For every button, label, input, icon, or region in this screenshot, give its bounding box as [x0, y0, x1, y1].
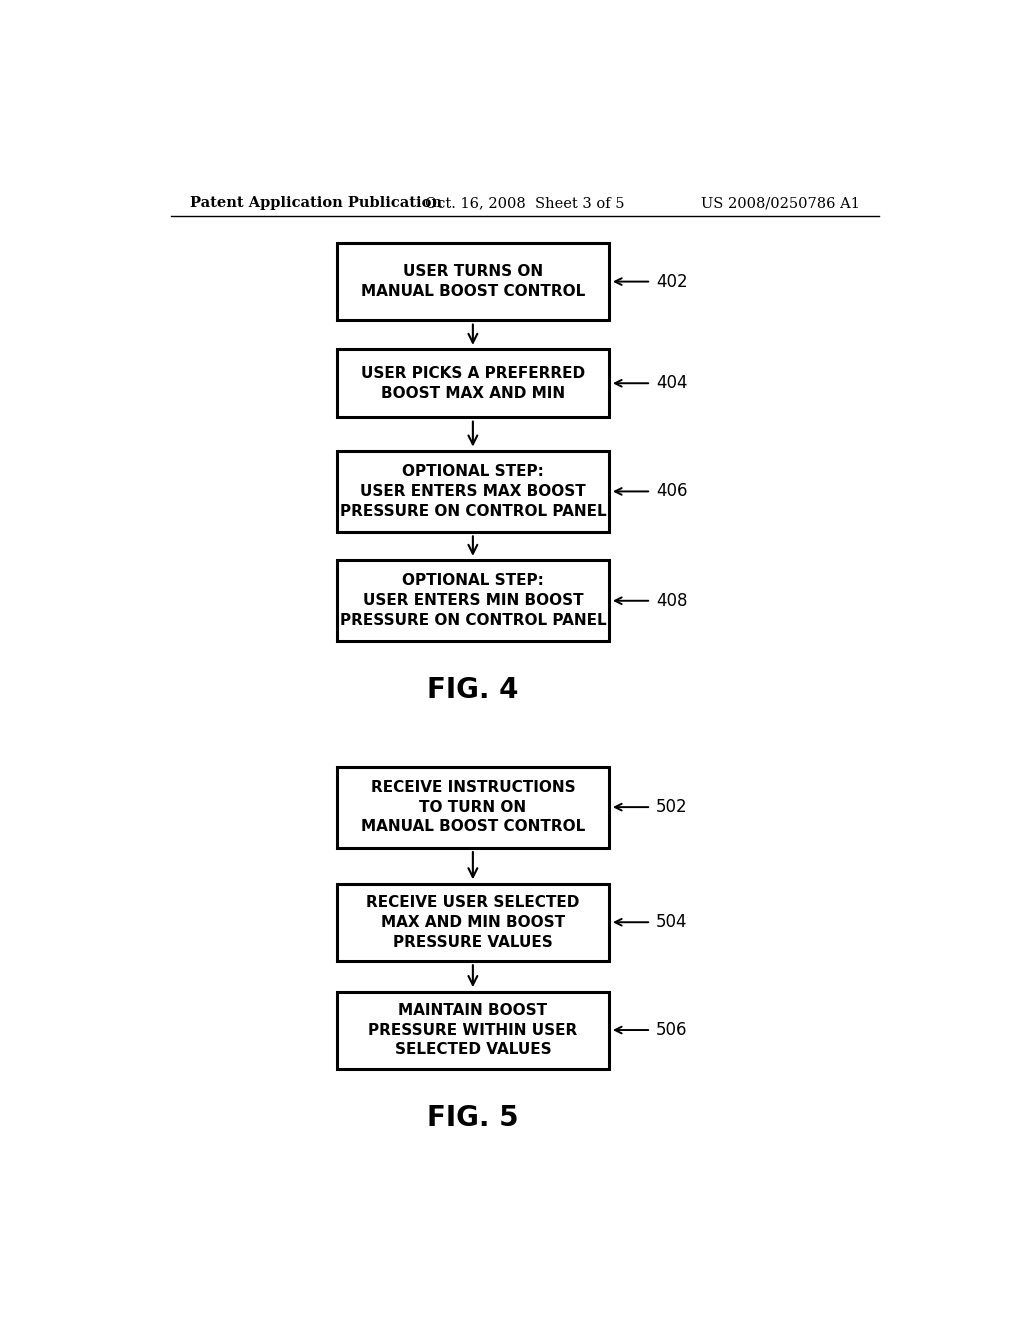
Text: Oct. 16, 2008  Sheet 3 of 5: Oct. 16, 2008 Sheet 3 of 5 [425, 197, 625, 210]
Bar [337, 350, 608, 417]
Bar [337, 560, 608, 642]
Text: Patent Application Publication: Patent Application Publication [190, 197, 442, 210]
Text: 506: 506 [655, 1022, 687, 1039]
Text: 406: 406 [655, 482, 687, 500]
Text: US 2008/0250786 A1: US 2008/0250786 A1 [700, 197, 859, 210]
Text: 502: 502 [655, 799, 687, 816]
Text: FIG. 4: FIG. 4 [427, 676, 518, 704]
Text: OPTIONAL STEP:
USER ENTERS MIN BOOST
PRESSURE ON CONTROL PANEL: OPTIONAL STEP: USER ENTERS MIN BOOST PRE… [340, 573, 606, 628]
Bar [337, 884, 608, 961]
Text: USER PICKS A PREFERRED
BOOST MAX AND MIN: USER PICKS A PREFERRED BOOST MAX AND MIN [360, 366, 585, 401]
Text: 408: 408 [655, 591, 687, 610]
Text: RECEIVE USER SELECTED
MAX AND MIN BOOST
PRESSURE VALUES: RECEIVE USER SELECTED MAX AND MIN BOOST … [367, 895, 580, 949]
Text: 504: 504 [655, 913, 687, 931]
Bar [337, 767, 608, 847]
Text: OPTIONAL STEP:
USER ENTERS MAX BOOST
PRESSURE ON CONTROL PANEL: OPTIONAL STEP: USER ENTERS MAX BOOST PRE… [340, 465, 606, 519]
Text: 402: 402 [655, 273, 687, 290]
Text: FIG. 5: FIG. 5 [427, 1104, 519, 1133]
Bar [337, 243, 608, 321]
Bar [337, 451, 608, 532]
Text: USER TURNS ON
MANUAL BOOST CONTROL: USER TURNS ON MANUAL BOOST CONTROL [360, 264, 585, 300]
Text: 404: 404 [655, 375, 687, 392]
Text: RECEIVE INSTRUCTIONS
TO TURN ON
MANUAL BOOST CONTROL: RECEIVE INSTRUCTIONS TO TURN ON MANUAL B… [360, 780, 585, 834]
Bar [337, 991, 608, 1069]
Text: MAINTAIN BOOST
PRESSURE WITHIN USER
SELECTED VALUES: MAINTAIN BOOST PRESSURE WITHIN USER SELE… [369, 1003, 578, 1057]
